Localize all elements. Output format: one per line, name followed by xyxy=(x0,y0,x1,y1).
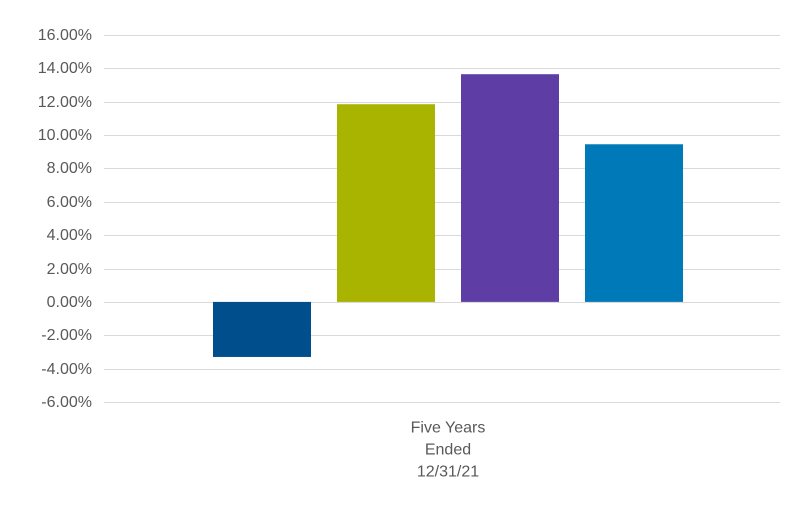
y-tick-label: -2.00% xyxy=(41,327,92,344)
gridlines xyxy=(104,35,780,403)
y-tick-label: 4.00% xyxy=(47,227,92,244)
bar-series-3 xyxy=(461,74,559,302)
y-tick-label: 6.00% xyxy=(47,194,92,211)
y-tick-label: 8.00% xyxy=(47,160,92,177)
y-tick-label: 0.00% xyxy=(47,294,92,311)
bar-series-2 xyxy=(337,104,435,302)
y-tick-label: 10.00% xyxy=(38,127,92,144)
y-tick-label: 12.00% xyxy=(38,94,92,111)
x-axis-category-label: Five Years Ended 12/31/21 xyxy=(411,420,486,481)
bar-series-1 xyxy=(213,301,311,357)
y-axis-tick-labels: 16.00% 14.00% 12.00% 10.00% 8.00% 6.00% 4.00% 2… xyxy=(38,27,92,411)
y-tick-label: 2.00% xyxy=(47,261,92,278)
y-tick-label: 16.00% xyxy=(38,27,92,44)
y-tick-label: -4.00% xyxy=(41,361,92,378)
category-label-line: Five Years xyxy=(411,420,486,437)
category-label-line: Ended xyxy=(425,442,471,459)
bars xyxy=(213,74,683,357)
category-label-line: 12/31/21 xyxy=(417,464,479,481)
y-tick-label: -6.00% xyxy=(41,394,92,411)
y-tick-label: 14.00% xyxy=(38,60,92,77)
bar-series-4 xyxy=(585,144,683,302)
